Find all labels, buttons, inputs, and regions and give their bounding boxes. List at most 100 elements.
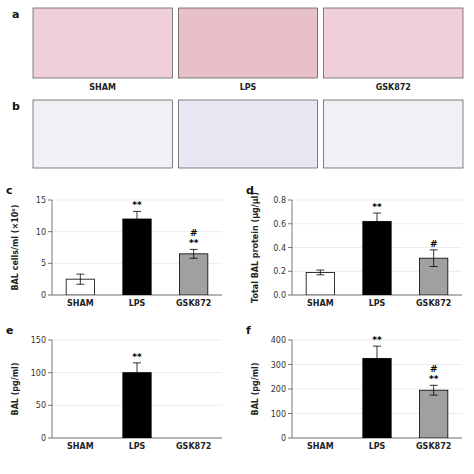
category-label: SHAM: [67, 299, 94, 308]
tick-mark: [288, 295, 292, 296]
tick-mark: [288, 364, 292, 365]
category-label: GSK872: [176, 442, 211, 451]
tick-mark: [288, 389, 292, 390]
bar: [420, 390, 448, 438]
image-panel-row: b: [12, 100, 463, 168]
tick-label: 0: [41, 291, 46, 300]
category-label: LPS: [369, 442, 386, 451]
significance-mark: **: [132, 200, 142, 210]
tick-mark: [288, 340, 292, 341]
tick-mark: [288, 247, 292, 248]
error-stem: [377, 213, 378, 230]
category-label: SHAM: [307, 299, 334, 308]
tick-label: 100: [31, 369, 46, 378]
tick-label: 400: [271, 336, 286, 345]
panel-letter: b: [12, 100, 20, 113]
bar: [66, 438, 94, 439]
y-axis-label: Total BAL protein (μg/μl): [251, 192, 260, 303]
error-cap: [190, 258, 198, 259]
bar: [180, 254, 208, 295]
error-bar: [373, 213, 381, 230]
error-stem: [137, 363, 138, 383]
panel-letter: f: [246, 324, 251, 337]
tick-mark: [48, 295, 52, 296]
tick-label: 0.6: [273, 220, 286, 229]
error-bar: [430, 250, 438, 267]
bar: [363, 221, 391, 295]
tick-mark: [288, 438, 292, 439]
panel-caption: GSK872: [376, 83, 411, 92]
significance-mark: #: [430, 239, 438, 249]
y-axis: 050100150: [31, 336, 222, 443]
error-cap: [133, 226, 141, 227]
y-axis-line: [292, 340, 293, 438]
category-label: GSK872: [416, 299, 451, 308]
panel-letter: e: [6, 324, 13, 337]
bar-panel: 051015SHAMLPSGSK872BAL cells/ml (×10⁶)c*…: [6, 184, 222, 308]
error-cap: [430, 385, 438, 386]
panel-caption: LPS: [240, 83, 257, 92]
error-bar: [373, 346, 381, 371]
image-panel-row: SHAMLPSGSK872a: [12, 8, 463, 92]
significance-mark: **: [429, 374, 439, 384]
error-cap: [133, 382, 141, 383]
error-stem: [433, 250, 434, 267]
bar: [363, 358, 391, 438]
tick-mark: [48, 340, 52, 341]
error-stem: [137, 211, 138, 226]
error-bar: [133, 363, 141, 383]
category-label: SHAM: [307, 442, 334, 451]
bar: [306, 438, 334, 439]
y-axis-line: [292, 200, 293, 295]
tick-label: 300: [271, 361, 286, 370]
image-placeholder: [178, 100, 317, 168]
tick-label: 0: [41, 434, 46, 443]
tick-label: 0: [281, 434, 286, 443]
error-cap: [133, 211, 141, 212]
category-label: SHAM: [67, 442, 94, 451]
error-stem: [80, 274, 81, 284]
tick-mark: [48, 200, 52, 201]
error-cap: [373, 370, 381, 371]
panel-caption: SHAM: [89, 83, 116, 92]
figure: SHAMLPSGSK872ab051015SHAMLPSGSK872BAL ce…: [0, 0, 474, 474]
tick-label: 0.4: [273, 244, 286, 253]
tick-mark: [288, 271, 292, 272]
error-stem: [433, 385, 434, 395]
error-stem: [320, 270, 321, 275]
error-cap: [430, 395, 438, 396]
panel-letter: c: [6, 184, 13, 197]
y-axis: 0100200300400: [271, 336, 462, 443]
category-label: LPS: [369, 299, 386, 308]
tick-label: 200: [271, 385, 286, 394]
error-bar: [316, 270, 324, 275]
tick-mark: [48, 231, 52, 232]
bars: [66, 211, 208, 295]
error-cap: [430, 249, 438, 250]
bars: [306, 213, 448, 295]
bar: [306, 272, 334, 295]
error-bar: [76, 274, 84, 284]
tick-mark: [288, 413, 292, 414]
tick-label: 150: [31, 336, 46, 345]
grid-line: [292, 200, 462, 201]
bar-panel: 0100200300400SHAMLPSGSK872BAL (pg/ml)f**…: [246, 324, 462, 451]
error-cap: [76, 274, 84, 275]
significance-mark: #: [430, 364, 438, 374]
significance-mark: **: [189, 238, 199, 248]
y-axis: 051015: [36, 196, 222, 300]
error-cap: [373, 229, 381, 230]
significance-mark: **: [132, 352, 142, 362]
category-label: GSK872: [416, 442, 451, 451]
grid-line: [52, 340, 222, 341]
bars: [363, 346, 448, 438]
y-axis-line: [52, 340, 53, 438]
bar-panel: 0.00.20.40.60.8SHAMLPSGSK872Total BAL pr…: [246, 184, 462, 308]
tick-mark: [48, 263, 52, 264]
bar-panel: 050100150SHAMLPSGSK872BAL (pg/ml)e**: [6, 324, 222, 451]
category-label: LPS: [129, 299, 146, 308]
tick-mark: [48, 438, 52, 439]
error-bar: [190, 249, 198, 258]
image-placeholder: [33, 100, 172, 168]
category-label: LPS: [129, 442, 146, 451]
